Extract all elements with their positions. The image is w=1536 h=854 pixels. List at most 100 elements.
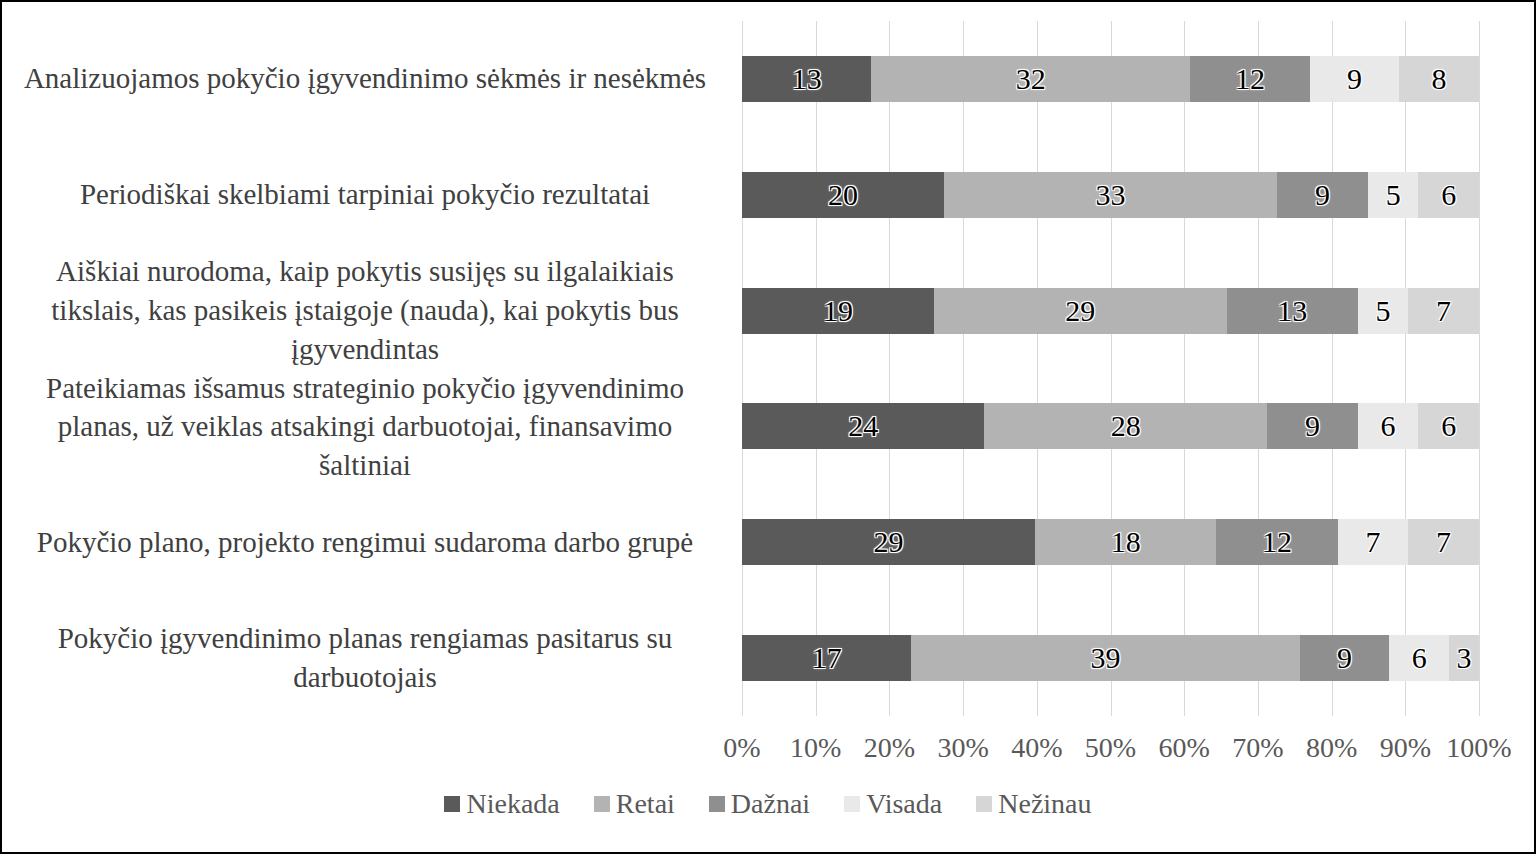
bar-segment-visada: 6 (1358, 403, 1419, 449)
legend-swatch-icon (844, 796, 860, 812)
bar-segment-nežinau: 7 (1408, 288, 1479, 334)
bar-segment-visada: 5 (1368, 172, 1418, 218)
legend-item-dažnai: Dažnai (709, 788, 810, 820)
value-label: 7 (1436, 294, 1451, 328)
value-label: 7 (1365, 525, 1380, 559)
x-axis-tick-label: 20% (864, 732, 915, 764)
category-label: Pateikiamas išsamus strateginio pokyčio … (8, 369, 722, 486)
bar-segment-dažnai: 13 (1227, 288, 1358, 334)
legend-item-retai: Retai (594, 788, 675, 820)
bar-segment-dažnai: 9 (1277, 172, 1368, 218)
value-label: 29 (1065, 294, 1095, 328)
value-label: 13 (1277, 294, 1307, 328)
category-axis: Analizuojamos pokyčio įgyvendinimo sėkmė… (8, 21, 722, 716)
value-label: 5 (1376, 294, 1391, 328)
category-label: Aiškiai nurodoma, kaip pokytis susijęs s… (8, 252, 722, 369)
legend-swatch-icon (709, 796, 725, 812)
value-label: 17 (812, 641, 842, 675)
value-label: 19 (823, 294, 853, 328)
value-label: 13 (792, 62, 822, 96)
x-axis-tick-label: 70% (1232, 732, 1283, 764)
legend-label: Dažnai (731, 788, 810, 820)
value-label: 12 (1235, 62, 1265, 96)
legend-item-visada: Visada (844, 788, 942, 820)
bar-segment-retai: 32 (871, 56, 1190, 102)
bar-segment-visada: 7 (1338, 519, 1409, 565)
stacked-bar: 19 29 13 5 7 (742, 288, 1479, 334)
bar-segment-visada: 9 (1310, 56, 1400, 102)
value-label: 3 (1457, 641, 1472, 675)
value-label: 6 (1381, 409, 1396, 443)
bar-segment-nežinau: 8 (1399, 56, 1479, 102)
bar-row: 24 28 9 6 6 (742, 368, 1479, 484)
bar-segment-niekada: 19 (742, 288, 934, 334)
category-label: Pokyčio įgyvendinimo planas rengiamas pa… (8, 601, 722, 716)
legend-label: Visada (866, 788, 942, 820)
bar-segment-retai: 29 (934, 288, 1227, 334)
x-axis-tick-label: 90% (1380, 732, 1431, 764)
bar-row: 29 18 12 7 7 (742, 484, 1479, 600)
legend-item-niekada: Niekada (444, 788, 559, 820)
legend-item-nežinau: Nežinau (976, 788, 1091, 820)
x-axis-tick-label: 80% (1306, 732, 1357, 764)
plot-area: 1332129820339561929135724289662918127717… (742, 21, 1479, 716)
bar-segment-niekada: 29 (742, 519, 1035, 565)
value-label: 29 (873, 525, 903, 559)
bar-segment-niekada: 13 (742, 56, 871, 102)
legend-label: Retai (616, 788, 675, 820)
value-label: 20 (828, 178, 858, 212)
bar-segment-dažnai: 9 (1300, 635, 1390, 681)
x-axis-tick-label: 0% (723, 732, 760, 764)
value-label: 8 (1432, 62, 1447, 96)
bar-segment-nežinau: 6 (1418, 172, 1479, 218)
bar-segment-dažnai: 9 (1267, 403, 1358, 449)
category-label: Pokyčio plano, projekto rengimui sudarom… (8, 485, 722, 600)
value-label: 28 (1111, 409, 1141, 443)
bar-rows: 1332129820339561929135724289662918127717… (742, 21, 1479, 716)
bar-segment-niekada: 24 (742, 403, 984, 449)
x-axis-tick-label: 50% (1085, 732, 1136, 764)
bar-row: 19 29 13 5 7 (742, 253, 1479, 369)
stacked-bar: 20 33 9 56 (742, 172, 1479, 218)
bar-segment-nežinau: 7 (1408, 519, 1479, 565)
bar-segment-retai: 33 (944, 172, 1277, 218)
value-label: 9 (1315, 178, 1330, 212)
legend-swatch-icon (594, 796, 610, 812)
stacked-bar: 17 39963 (742, 635, 1479, 681)
bar-row: 20 33 9 56 (742, 137, 1479, 253)
value-label: 9 (1305, 409, 1320, 443)
bar-segment-dažnai: 12 (1216, 519, 1337, 565)
value-label: 12 (1262, 525, 1292, 559)
value-label: 9 (1347, 62, 1362, 96)
stacked-bar: 13 32 12 9 8 (742, 56, 1479, 102)
value-label: 33 (1095, 178, 1125, 212)
x-axis-tick-label: 40% (1011, 732, 1062, 764)
legend-label: Nežinau (998, 788, 1091, 820)
category-label: Analizuojamos pokyčio įgyvendinimo sėkmė… (8, 21, 722, 136)
x-axis: 0%10%20%30%40%50%60%70%80%90%100% (742, 716, 1479, 776)
value-label: 6 (1441, 178, 1456, 212)
value-label: 32 (1016, 62, 1046, 96)
bar-segment-nežinau: 6 (1418, 403, 1479, 449)
stacked-bar: 24 28 9 6 6 (742, 403, 1479, 449)
legend: Niekada Retai Dažnai Visada Nežinau (2, 788, 1534, 820)
bar-row: 13 32 12 9 8 (742, 21, 1479, 137)
bar-segment-retai: 39 (911, 635, 1299, 681)
stacked-bar: 29 18 12 7 7 (742, 519, 1479, 565)
bar-segment-nežinau: 3 (1449, 635, 1479, 681)
x-axis-tick-label: 10% (790, 732, 841, 764)
legend-label: Niekada (466, 788, 559, 820)
legend-swatch-icon (976, 796, 992, 812)
x-axis-tick-label: 100% (1446, 732, 1511, 764)
bar-segment-dažnai: 12 (1190, 56, 1310, 102)
value-label: 6 (1412, 641, 1427, 675)
stacked-bar-chart: Analizuojamos pokyčio įgyvendinimo sėkmė… (0, 0, 1536, 854)
value-label: 6 (1441, 409, 1456, 443)
bar-segment-retai: 28 (984, 403, 1267, 449)
value-label: 18 (1111, 525, 1141, 559)
value-label: 24 (848, 409, 878, 443)
category-label: Periodiškai skelbiami tarpiniai pokyčio … (8, 136, 722, 251)
value-label: 7 (1436, 525, 1451, 559)
bar-segment-niekada: 20 (742, 172, 944, 218)
bar-row: 17 39963 (742, 600, 1479, 716)
